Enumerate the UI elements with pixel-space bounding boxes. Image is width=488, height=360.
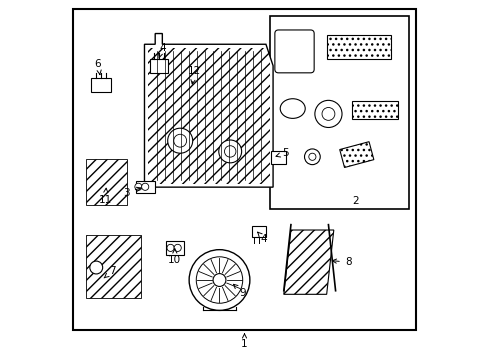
Circle shape [167,128,192,153]
Text: 10: 10 [168,249,181,265]
Bar [339,142,373,167]
Text: 11: 11 [99,188,112,204]
Circle shape [224,146,235,157]
Ellipse shape [280,99,305,118]
Circle shape [304,149,320,165]
Polygon shape [144,33,272,187]
Circle shape [90,261,102,274]
Bar [165,241,183,255]
Circle shape [174,244,181,251]
Circle shape [135,183,142,190]
Text: 12: 12 [187,66,201,84]
Circle shape [314,100,341,127]
Circle shape [142,183,148,190]
Bar [271,152,285,164]
Text: 5: 5 [275,148,288,158]
Text: 9: 9 [233,284,245,297]
Bar [148,48,269,184]
Text: 7: 7 [104,266,115,278]
Bar [351,102,397,119]
Text: 4: 4 [257,232,267,244]
Bar [85,235,141,298]
Circle shape [213,274,225,287]
Text: 6: 6 [95,59,101,75]
Circle shape [322,108,334,120]
Bar [251,226,265,237]
Text: 2: 2 [351,197,358,206]
Bar [269,16,408,208]
Bar [85,158,126,205]
Bar [171,78,212,98]
Circle shape [173,134,186,147]
FancyBboxPatch shape [274,30,313,73]
Circle shape [218,140,241,163]
Text: 8: 8 [332,257,351,267]
Circle shape [308,153,315,160]
Circle shape [189,249,249,310]
Text: 4: 4 [158,43,165,58]
Text: 1: 1 [241,334,247,349]
Bar [135,181,155,193]
Circle shape [166,244,174,251]
Bar [326,35,390,59]
Bar [91,78,110,93]
Text: 3: 3 [123,187,141,198]
Bar [149,59,167,73]
Polygon shape [283,230,333,294]
